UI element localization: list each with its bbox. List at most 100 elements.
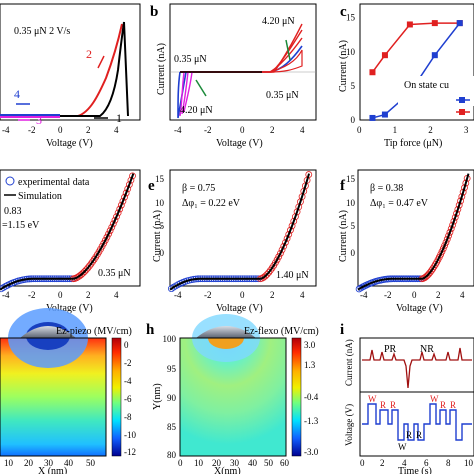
exp-data-point [127,176,135,184]
panel-c-ytick: 0 [351,115,356,125]
panel-g-xtick: 10 [4,458,14,468]
panel-e-ytick: 0 [160,248,165,258]
panel-c-marker [369,69,376,76]
panel-h-xtick: 40 [248,458,258,468]
panel-e-yticks: 0 5 10 15 [155,174,165,258]
exp-data-point [119,197,127,205]
panel-h-xtick: 50 [264,458,274,468]
exp-data-point [266,266,274,274]
panel-h-cbar-ticks: 3.0 1.3 -0.4 -1.3 -3.0 [304,340,319,457]
panel-f-xtick: 0 [412,290,417,300]
panel-i: i Current (nA) Voltage (V) PR NR W R R W… [340,322,474,474]
panel-g-cbar-tick: -4 [124,376,132,386]
exp-data-point [277,249,284,257]
panel-e-ylabel: Current (nA) [152,210,163,262]
panel-i-w: W [430,394,439,404]
panel-h-xlabel: X(nm) [214,466,241,474]
panel-e-xtick: -4 [174,290,182,300]
panel-e: e Current (nA) 0 5 10 15 β = 0.75 Δφ₁ = … [148,169,317,314]
panel-a: 0.35 μN 2 V/s 2 1 4 3 -4 -2 0 2 4 Voltag… [0,3,141,149]
exp-data-point [287,226,294,234]
panel-f-xticks: -4 -2 0 2 4 [360,290,465,300]
panel-h-cbar-tick: -3.0 [304,447,319,457]
exp-data-point [285,231,293,238]
exp-data-point [125,181,133,189]
panel-b-xticks: -4 -2 0 2 4 [174,125,305,135]
panel-f-xlabel: Voltage (V) [396,303,443,314]
panel-i-xtick: 0 [360,458,365,468]
panel-c: c Current (nA) 0 5 10 15 0 1 2 3 On state cu T… [338,3,474,149]
exp-data-point [85,262,93,270]
panel-g-cbar-tick: -6 [124,394,132,404]
exp-data-point [129,172,136,180]
panel-b: b Current (nA) 0.35 μN 4.20 μN 4.20 μN 0… [150,3,317,149]
panel-i-r: R [406,430,412,440]
panel-e-force: 1.40 μN [276,270,309,281]
panel-c-xlabel: Tip force (μN) [384,138,442,149]
exp-data-point [442,239,450,246]
exp-data-point [443,235,451,243]
panel-g-cbar-tick: -8 [124,412,132,422]
panel-b-xtick: 4 [300,125,305,135]
exp-data-point [124,185,132,193]
panel-i-xtick: 10 [464,458,474,468]
simulation-line [357,173,470,291]
panel-i-current-trace [362,347,472,389]
exp-data-point [355,285,363,293]
panel-f-marks [355,173,471,293]
panel-e-xtick: 2 [270,290,275,300]
panel-g-xticks: 10 20 30 40 50 [4,458,96,468]
panel-c-xtick: 3 [464,125,469,135]
panel-e-xtick: 0 [240,290,245,300]
exp-data-point [116,205,124,213]
panel-c-ytick: 15 [346,13,356,23]
panel-a-black-curve [0,21,129,117]
exp-data-point [89,258,96,266]
panel-h-xticks: 0 10 20 30 40 50 60 [178,458,290,468]
panel-i-pr: PR [384,344,397,355]
panel-i-w: W [398,442,407,452]
panel-i-voltage-trace [362,403,472,441]
panel-b-curve [183,71,193,113]
panel-d-force: 0.35 μN [98,268,131,279]
panel-c-marker [456,20,463,27]
panel-d-frame [0,169,141,287]
panel-h-title: Ez-flexo (MV/cm) [244,326,319,337]
panel-h-cbar-tick: 1.3 [304,360,316,370]
exp-data-point [106,227,114,235]
panel-h-ytick: 95 [167,364,177,374]
sweep-label-4: 4 [14,87,20,101]
panel-f-xtick: -2 [384,290,392,300]
panel-b-curve [181,71,189,115]
panel-a-xtick: -2 [28,125,36,135]
panel-d-marks [0,172,136,293]
panel-b-curve [269,49,303,73]
panel-c-series-line [371,22,460,73]
panel-d-phi: =1.15 eV [2,220,40,231]
panel-e-xlabel: Voltage (V) [216,303,263,314]
panel-h-label: h [146,322,155,338]
panel-h-tip [196,326,256,338]
exp-data-point [101,236,109,244]
panel-a-xticks: -4 -2 0 2 4 [2,125,119,135]
panel-b-curve [177,71,187,119]
panel-i-r: R [450,400,456,410]
panel-b-arrow [285,39,291,61]
panel-g-xlabel: X (nm) [38,466,67,474]
panel-f-frame [357,169,474,287]
panel-b-ann: 4.20 μN [180,105,213,116]
panel-h-ytick: 85 [167,422,177,432]
panel-h-ylabel: Y(nm) [152,383,163,410]
panel-h-cbar-tick: -0.4 [304,392,319,402]
panel-i-bottom-frame [359,391,474,457]
panel-g-xtick: 20 [24,458,34,468]
panel-i-w: W [368,394,377,404]
panel-g-cbar-tick: -2 [124,358,132,368]
exp-data-point [280,242,288,250]
panel-a-red-curve [0,23,123,117]
panel-f-xtick: -4 [360,290,368,300]
exp-data-point [103,233,111,241]
panel-g: Ez-piezo (MV/cm) 0 -2 -4 -6 -8 -10 -12 1… [0,308,136,474]
panel-e-ytick: 5 [160,221,165,231]
panel-g-tip [20,326,76,338]
